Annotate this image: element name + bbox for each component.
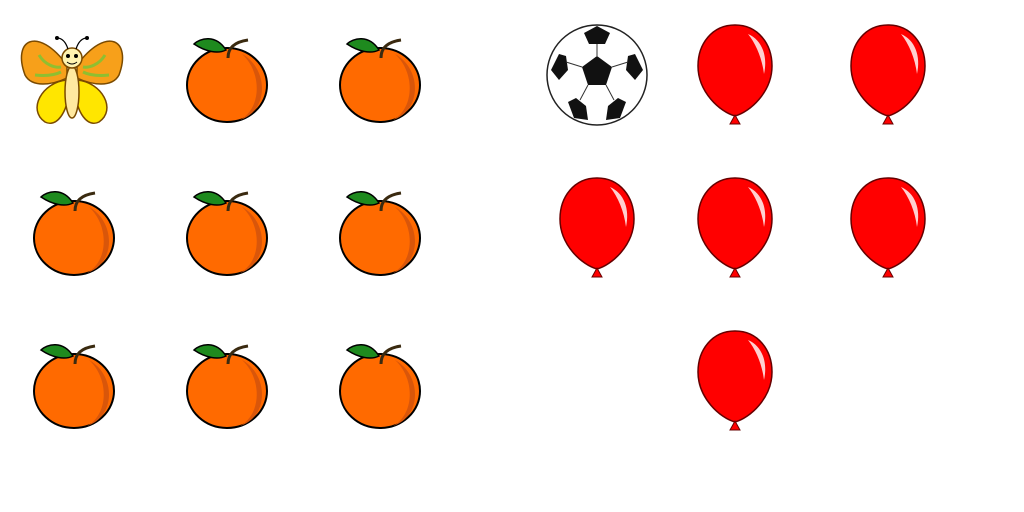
orange-icon [323,173,433,283]
orange-icon [323,326,433,436]
balloon-icon [680,20,790,130]
balloon-icon [680,326,790,436]
balloon-icon [833,20,943,130]
orange-icon [17,173,127,283]
balloon-icon [833,173,943,283]
right-object-grid [512,0,1024,512]
orange-icon [170,20,280,130]
balloon-icon [542,173,652,283]
balloon-icon [680,173,790,283]
orange-icon [170,173,280,283]
left-object-grid [17,20,433,436]
orange-icon [17,326,127,436]
orange-icon [323,20,433,130]
butterfly-icon [17,20,127,130]
soccer-ball-icon [542,20,652,130]
orange-icon [170,326,280,436]
